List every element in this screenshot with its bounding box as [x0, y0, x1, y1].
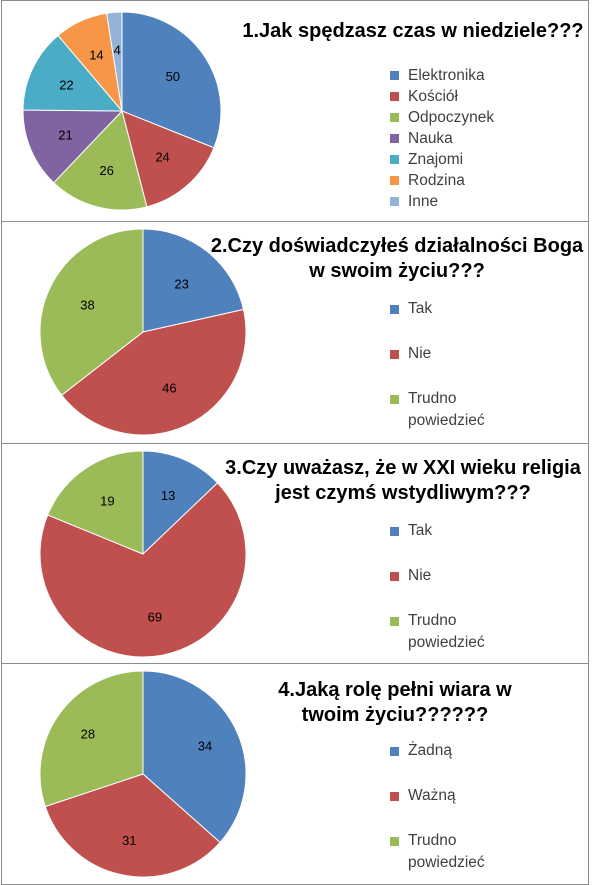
legend-swatch: [390, 527, 399, 536]
pie-slice-nauka: [22, 109, 124, 184]
data-label-nie: 46: [162, 380, 176, 395]
legend-label: Kościół: [408, 88, 458, 105]
legend-label: Nie: [408, 345, 432, 362]
data-label-tak: 23: [174, 276, 188, 291]
data-label-trudno-powiedziec: 38: [80, 297, 94, 312]
legend-swatch: [390, 350, 399, 359]
chart-panel-3: 13 69 19 3.Czy uważasz, że w XXI wieku rel…: [1, 443, 589, 664]
legend-label: Tak: [408, 300, 433, 317]
pie-slice-tak: [142, 228, 245, 333]
data-label-znajomi: 22: [59, 77, 73, 92]
legend-label: Odpoczynek: [408, 109, 495, 126]
chart-title-4: 4.Jaką rolę pełni wiara w twoim życiu???…: [270, 678, 520, 728]
legend-swatch: [390, 113, 399, 122]
legend-label: Rodzina: [408, 172, 465, 189]
legend-swatch: [390, 197, 399, 206]
pie-slice-znajomi: [22, 34, 124, 112]
data-label-rodzina: 14: [89, 48, 103, 63]
data-label-tak: 13: [161, 488, 175, 503]
chart-panel-2: 23 46 38 2.Czy doświadczyłeś działalności …: [1, 221, 589, 444]
legend-label: Inne: [408, 193, 439, 210]
legend-swatch: [390, 617, 399, 626]
pie-slice-zadna: [142, 670, 247, 844]
pie-slice-nie: [60, 308, 247, 436]
data-label-wazna: 31: [122, 833, 136, 848]
legend-swatch: [390, 176, 399, 185]
data-label-odpoczynek: 26: [99, 163, 113, 178]
chart-panel-4: 34 31 28 4.Jaką rolę pełni wiara w twoim ż…: [1, 663, 589, 885]
data-label-nauka: 21: [58, 127, 72, 142]
legend-label: Elektronika: [408, 67, 485, 84]
pie-slice-trudno-powiedziec: [47, 450, 144, 555]
pie-slice-kosciol: [121, 110, 215, 208]
chart-title-3: 3.Czy uważasz, że w XXI wieku religia je…: [216, 456, 588, 506]
legend-swatch: [390, 92, 399, 101]
legend-label: Nauka: [408, 130, 453, 147]
data-label-inne: 4: [114, 42, 121, 57]
pie-slice-trudno-powiedziec: [39, 228, 144, 396]
legend-label: Znajomi: [408, 151, 464, 168]
chart-title-1: 1.Jak spędzasz czas w niedziele???: [242, 20, 584, 42]
pie-slice-elektronika: [121, 11, 222, 149]
pie-slice-odpoczynek: [53, 110, 148, 211]
pie-chart-2: 23 46 38: [39, 228, 247, 436]
legend-swatch: [390, 747, 399, 756]
legend-label: Trudno powiedzieć: [408, 612, 485, 651]
chart-title-2: 2.Czy doświadczyłeś działalności Boga w …: [206, 234, 588, 284]
chart-title-2-text: 2.Czy doświadczyłeś działalności Boga w …: [210, 235, 584, 282]
chart-title-4-text: 4.Jaką rolę pełni wiara w twoim życiu???…: [278, 679, 512, 726]
legend-swatch: [390, 71, 399, 80]
pie-slice-nie: [39, 482, 247, 658]
pie-chart-1: 50 24 26 21 22 14 4: [22, 11, 222, 211]
legend-label: Trudno powiedzieć: [408, 390, 485, 429]
data-label-kosciol: 24: [155, 150, 169, 165]
pie-slice-wazna: [44, 773, 221, 878]
legend-swatch: [390, 572, 399, 581]
data-label-elektronika: 50: [166, 69, 180, 84]
pie-slice-trudno-powiedziec: [39, 670, 144, 808]
chart-panel-1: 50 24 26 21 22 14 4 1.Jak spędzasz czas w nied…: [1, 0, 589, 222]
data-label-zadna: 34: [198, 739, 212, 754]
pie-slice-tak: [142, 450, 219, 556]
pie-slice-inne: [106, 11, 123, 112]
legend-swatch: [390, 155, 399, 164]
pie-chart-3: 13 69 19: [39, 450, 247, 658]
chart-title-3-text: 3.Czy uważasz, że w XXI wieku religia je…: [225, 457, 581, 504]
legend-label: Żadną: [408, 742, 452, 759]
data-label-trudno-powiedziec: 19: [100, 493, 114, 508]
legend-swatch: [390, 837, 399, 846]
pie-chart-4: 34 31 28: [39, 670, 247, 878]
legend-label: Ważną: [408, 787, 456, 804]
data-label-trudno-powiedziec: 28: [81, 727, 95, 742]
legend-label: Tak: [408, 522, 433, 539]
legend-swatch: [390, 792, 399, 801]
legend-swatch: [390, 134, 399, 143]
legend-label: Nie: [408, 567, 432, 584]
legend-swatch: [390, 305, 399, 314]
legend-label: Trudno powiedzieć: [408, 832, 485, 871]
legend-swatch: [390, 395, 399, 404]
data-label-nie: 69: [148, 609, 162, 624]
